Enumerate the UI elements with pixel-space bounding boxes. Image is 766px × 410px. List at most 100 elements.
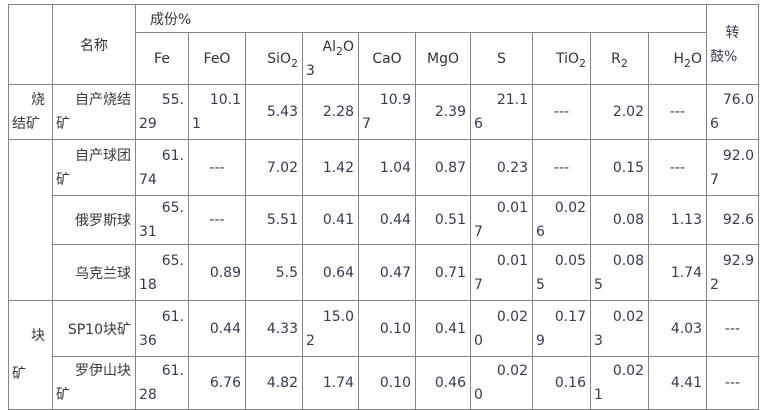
composition-header: 成份% (135, 4, 707, 33)
value-cell-Fe: 65. 31 (135, 195, 189, 245)
value-cell-MgO: 0.71 (415, 244, 471, 301)
col-header-S: S (470, 32, 533, 85)
value-cell-FeO: 0.44 (188, 300, 246, 357)
value-cell-MgO: 0.41 (415, 300, 471, 357)
value-cell-FeO: --- (188, 195, 246, 245)
category-cell: 块矿 (8, 300, 53, 410)
table-row: 乌克兰球 65. 18 0.89 5.5 0.64 0.47 0.71 0.01 7 0.05 5 0.… (9, 244, 759, 301)
header-row-columns: Fe FeO SiO2 Al2O 3 CaO MgO S TiO2 R2 H2O (9, 32, 759, 85)
name-cell: 自产球团矿 (52, 139, 136, 196)
value-cell-TiO2: --- (532, 139, 591, 196)
value-cell-CaO: 10.9 7 (358, 84, 416, 140)
drum-header-line1: 转 (725, 24, 740, 41)
value-cell-Fe: 61. 74 (135, 139, 189, 196)
value-cell-S: 0.01 7 (470, 244, 533, 301)
table-row: 俄罗斯球 65. 31 --- 5.51 0.41 0.44 0.51 0.01 7 0.02 6 0.… (9, 195, 759, 245)
value-cell-R2: 0.08 (590, 195, 649, 245)
value-cell-Al2O3: 1.74 (302, 356, 359, 410)
value-cell-FeO: 10.1 1 (188, 84, 246, 140)
value-cell-S: 0.01 7 (470, 195, 533, 245)
value-cell-TiO2: 0.02 6 (532, 195, 591, 245)
drum-column-header: 转 鼓% (706, 4, 759, 85)
value-cell-TiO2: 0.05 5 (532, 244, 591, 301)
col-header-MgO: MgO (415, 32, 471, 85)
value-cell-SiO2: 4.33 (245, 300, 303, 357)
col-header-Fe: Fe (135, 32, 189, 85)
name-cell: SP10块矿 (52, 300, 136, 357)
value-cell-MgO: 0.87 (415, 139, 471, 196)
value-cell-SiO2: 5.51 (245, 195, 303, 245)
value-cell-drum: --- (706, 300, 759, 357)
col-header-SiO2: SiO2 (245, 32, 303, 85)
value-cell-CaO: 0.10 (358, 356, 416, 410)
value-cell-CaO: 0.47 (358, 244, 416, 301)
value-cell-TiO2: 0.17 9 (532, 300, 591, 357)
value-cell-drum: 92.0 7 (706, 139, 759, 196)
value-cell-FeO: 6.76 (188, 356, 246, 410)
col-header-H2O: H2O (648, 32, 707, 85)
value-cell-H2O: 4.41 (648, 356, 707, 410)
value-cell-FeO: 0.89 (188, 244, 246, 301)
value-cell-R2: 0.08 5 (590, 244, 649, 301)
name-cell: 罗伊山块矿 (52, 356, 136, 410)
value-cell-H2O: 4.03 (648, 300, 707, 357)
value-cell-R2: 2.02 (590, 84, 649, 140)
value-cell-H2O: --- (648, 84, 707, 140)
value-cell-CaO: 0.10 (358, 300, 416, 357)
value-cell-S: 21.1 6 (470, 84, 533, 140)
value-cell-H2O: 1.13 (648, 195, 707, 245)
value-cell-MgO: 0.46 (415, 356, 471, 410)
value-cell-S: 0.02 0 (470, 356, 533, 410)
col-header-Al2O3: Al2O 3 (302, 32, 359, 85)
value-cell-Al2O3: 0.41 (302, 195, 359, 245)
value-cell-CaO: 1.04 (358, 139, 416, 196)
name-cell: 自产烧结矿 (52, 84, 136, 140)
name-cell: 俄罗斯球 (52, 195, 136, 245)
table-row: 自产球团矿 61. 74 --- 7.02 1.42 1.04 0.87 0.23 --- 0.15… (8, 139, 759, 301)
value-cell-S: 0.23 (470, 139, 533, 196)
value-cell-SiO2: 5.43 (245, 84, 303, 140)
value-cell-TiO2: --- (532, 84, 591, 140)
value-cell-Al2O3: 0.64 (302, 244, 359, 301)
value-cell-H2O: --- (648, 139, 707, 196)
value-cell-Al2O3: 15.0 2 (302, 300, 359, 357)
table-row: 罗伊山块矿 61. 28 6.76 4.82 1.74 0.10 0.46 0.02 0 0.16 0… (9, 356, 759, 410)
value-cell-drum: 92.9 2 (706, 244, 759, 301)
value-cell-MgO: 0.51 (415, 195, 471, 245)
value-cell-drum: --- (706, 356, 759, 410)
category-cell: 烧结矿 (8, 84, 53, 140)
category-cell (8, 139, 53, 301)
value-cell-SiO2: 5.5 (245, 244, 303, 301)
col-header-TiO2: TiO2 (532, 32, 591, 85)
name-column-header: 名称 (52, 4, 136, 85)
col-header-FeO: FeO (188, 32, 246, 85)
value-cell-H2O: 1.74 (648, 244, 707, 301)
value-cell-Al2O3: 2.28 (302, 84, 359, 140)
value-cell-Fe: 61. 28 (135, 356, 189, 410)
value-cell-drum: 92.6 (706, 195, 759, 245)
col-header-CaO: CaO (358, 32, 416, 85)
value-cell-drum: 76.0 6 (706, 84, 759, 140)
table-row: 块矿 SP10块矿 61. 36 0.44 4.33 15.0 2 0.10 0.41 0.02 0 0… (8, 300, 759, 410)
value-cell-CaO: 0.44 (358, 195, 416, 245)
value-cell-SiO2: 7.02 (245, 139, 303, 196)
value-cell-Fe: 65. 18 (135, 244, 189, 301)
value-cell-Fe: 61. 36 (135, 300, 189, 357)
name-cell: 乌克兰球 (52, 244, 136, 301)
value-cell-R2: 0.02 3 (590, 300, 649, 357)
value-cell-R2: 0.15 (590, 139, 649, 196)
header-row-top: 名称 成份% 转 鼓% (8, 4, 759, 85)
value-cell-Fe: 55. 29 (135, 84, 189, 140)
value-cell-R2: 0.02 1 (590, 356, 649, 410)
value-cell-MgO: 2.39 (415, 84, 471, 140)
composition-table: 名称 成份% 转 鼓% Fe FeO SiO2 Al2O 3 CaO MgO S TiO2 R2 H… (8, 4, 759, 410)
value-cell-FeO: --- (188, 139, 246, 196)
col-header-R2: R2 (590, 32, 649, 85)
value-cell-SiO2: 4.82 (245, 356, 303, 410)
document-page: 名称 成份% 转 鼓% Fe FeO SiO2 Al2O 3 CaO MgO S TiO2 R2 H… (8, 4, 759, 410)
value-cell-TiO2: 0.16 (532, 356, 591, 410)
table-row: 烧结矿 自产烧结矿 55. 29 10.1 1 5.43 2.28 10.9 7 2.39 21.1 6… (8, 84, 759, 140)
corner-cell (8, 4, 53, 85)
drum-header-line2: 鼓% (710, 48, 738, 65)
value-cell-S: 0.02 0 (470, 300, 533, 357)
